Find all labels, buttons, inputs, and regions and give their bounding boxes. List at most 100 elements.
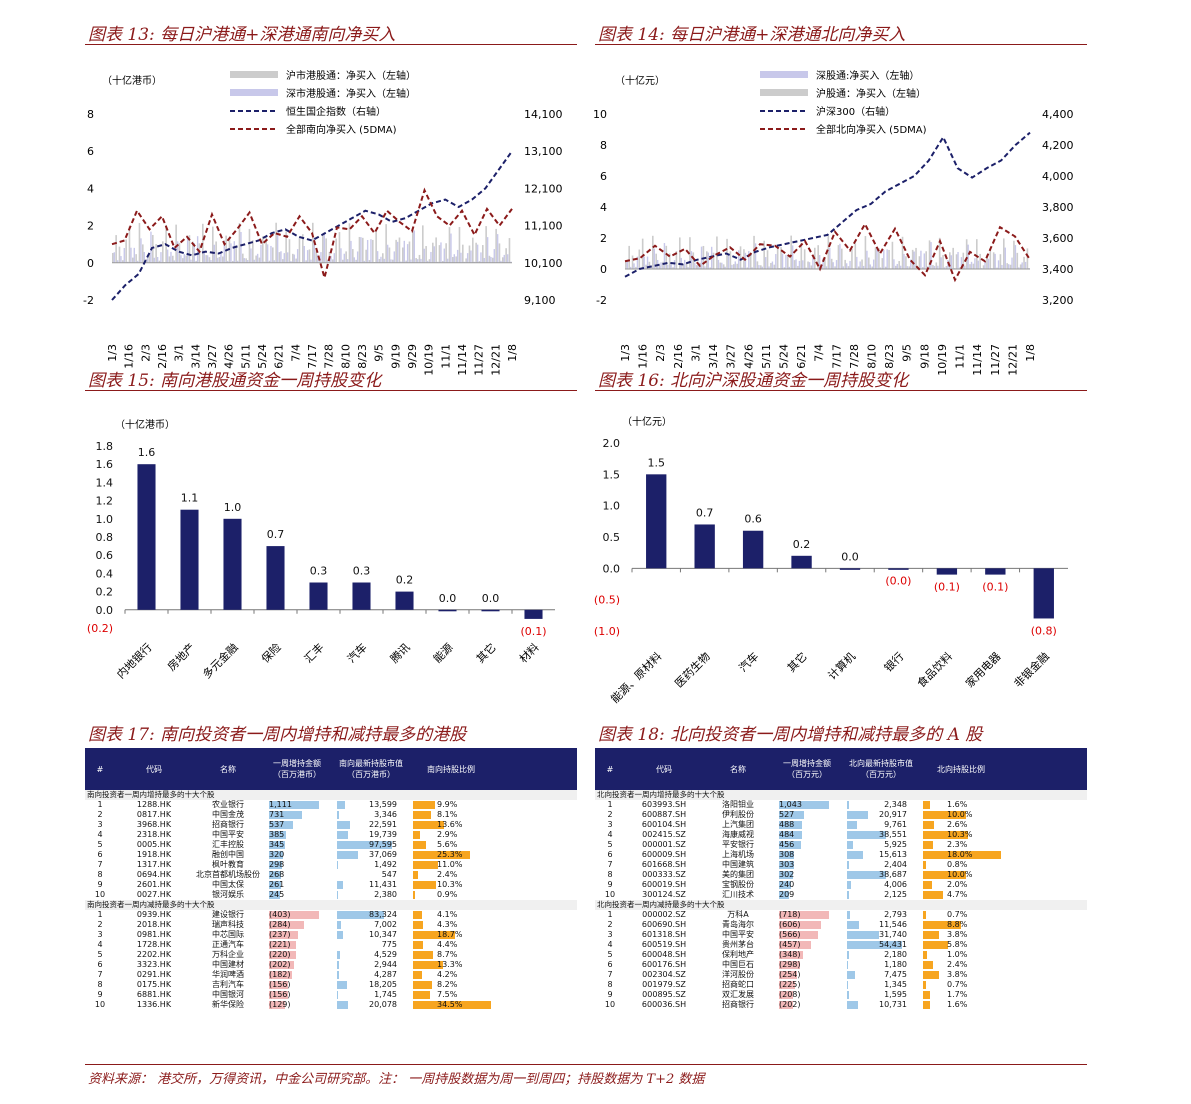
stock-name: 吉利汽车 [212,980,244,989]
daily-flow-bar [1001,264,1003,269]
market-value-cell: 4,287 [331,970,411,980]
daily-flow-bar [736,263,738,269]
daily-flow-bar [918,256,921,269]
daily-flow-bar [455,256,457,263]
daily-flow-bar [706,251,708,269]
stock-name: 宝钢股份 [722,880,754,889]
x-tick: 9/29 [406,344,419,369]
daily-flow-bar [403,240,405,263]
daily-flow-bar [1011,257,1013,269]
daily-flow-bar [888,249,890,269]
ticker: 0981.HK [136,930,172,939]
daily-flow-bar [935,262,938,269]
x-tick: 7/17 [306,344,319,369]
daily-flow-bar [346,259,349,263]
ticker: 1728.HK [136,940,172,949]
daily-flow-bar [472,237,474,263]
market-value-cell: 38,687 [841,870,921,880]
ticker: 000333.SZ [642,870,686,879]
daily-flow-bar [283,253,285,263]
rank: 4 [607,940,613,949]
daily-flow-bar [807,261,809,269]
daily-flow-bar [1009,264,1012,269]
daily-flow-bar [849,260,851,269]
figure-18-title: 图表 18: 北向投资者一周内增持和减持最多的 A 股 [598,725,983,745]
daily-flow-bar [748,251,750,269]
y-right-tick: 4,200 [1042,139,1074,152]
daily-flow-bar [758,265,760,269]
category-label: 腾讯 [387,640,412,665]
figure-16-title: 图表 16: 北向沪深股通资金一周持股变化 [598,371,909,391]
daily-flow-bar [808,262,811,269]
table-row: 9 000895.SZ 双汇发展 (208) 1,595 1.7% [595,990,1087,1000]
daily-flow-bar [223,240,225,263]
market-value-cell: 20,078 [331,1000,411,1010]
daily-flow-bar [372,239,374,263]
daily-flow-bar [670,264,672,269]
x-tick: 1/16 [123,344,136,369]
flow-cell: (221) [263,940,331,950]
daily-flow-bar [172,255,174,263]
holding-ratio-cell: 8.8% [921,920,1001,930]
daily-flow-bar [812,257,814,269]
daily-flow-bar [432,242,434,263]
daily-flow-bar [893,259,895,269]
daily-flow-bar [741,267,743,269]
x-tick: 11/14 [456,344,469,376]
legend-swatch [760,71,808,78]
market-value-cell: 54,431 [841,940,921,950]
daily-flow-bar [448,227,451,263]
x-tick: 7/4 [813,344,826,362]
stock-name: 保利地产 [722,950,754,959]
bar [888,568,909,570]
market-value-cell: 4,529 [331,950,411,960]
daily-flow-bar [638,249,641,269]
daily-flow-bar [208,257,211,263]
y-tick: 0.2 [96,586,114,599]
table-southbound-top-movers: # 代码 名称 一周增持金额 （百万港币） 南向最新持股市值 （百万港币） 南向持股比例 南向投… [85,748,577,1010]
stock-name: 中国建材 [212,960,244,969]
holding-ratio-cell: 8.1% [411,810,491,820]
holding-ratio-cell: 13.6% [411,820,491,830]
daily-flow-bar [869,264,871,269]
daily-flow-bar [485,226,487,263]
flow-cell: (566) [773,930,841,940]
daily-flow-bar [352,249,354,263]
daily-flow-bar [673,260,676,269]
ticker: 601668.SH [641,860,687,869]
daily-flow-bar [928,240,931,269]
category-label: 汽车 [344,640,369,665]
y-tick: 0.6 [96,549,114,562]
daily-flow-bar [744,252,747,269]
table-row: 6 3323.HK 中国建材 (202) 2,944 13.3% [85,960,577,970]
table-row: 1 000002.SZ 万科A (718) 2,793 0.7% [595,910,1087,920]
table-row: 8 0694.HK 北京首都机场股份 268 547 2.4% [85,870,577,880]
daily-flow-bar [834,266,836,269]
data-label: 1.6 [138,446,156,459]
flow-cell: (403) [263,910,331,920]
y-right-tick: 3,400 [1042,263,1074,276]
daily-flow-bar [878,248,880,269]
daily-flow-bar [183,254,185,263]
dma-line [624,221,1031,283]
daily-flow-bar [768,266,770,269]
daily-flow-bar [910,259,912,269]
x-tick: 2/16 [672,344,685,369]
column-header: # [96,764,104,774]
table-row: 3 600104.SH 上汽集团 488 9,761 2.6% [595,820,1087,830]
legend-label: 恒生国企指数（右轴） [286,105,386,118]
table-row: 5 000001.SZ 平安银行 456 5,925 2.3% [595,840,1087,850]
daily-flow-bar [152,234,154,263]
flow-cell: (156) [269,980,291,989]
daily-flow-bar [798,260,801,269]
category-label: 房地产 [164,640,197,673]
daily-flow-bar [770,262,772,269]
market-value-cell: 11,546 [841,920,921,930]
table-row: 7 0291.HK 华润啤酒 (182) 4,287 4.2% [85,970,577,980]
daily-flow-bar [707,252,709,269]
daily-flow-bar [350,240,352,263]
daily-flow-bar [641,238,644,269]
daily-flow-bar [783,267,786,269]
daily-flow-bar [787,256,789,269]
rank: 9 [97,990,103,999]
